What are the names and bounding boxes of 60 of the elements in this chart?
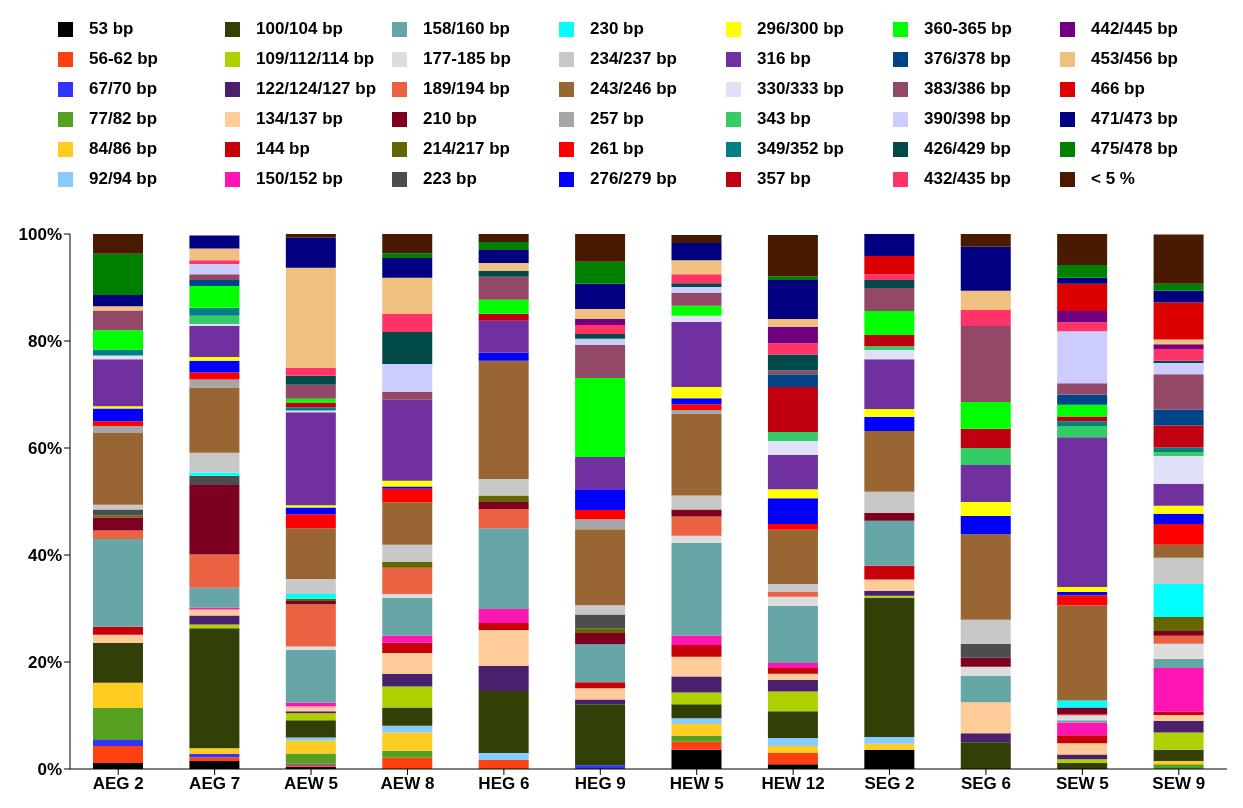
legend-label: 376/378 bp [924,49,1011,69]
y-tick-label: 20% [27,653,62,673]
legend-label: 109/112/114 bp [256,49,375,69]
legend-label: 330/333 bp [757,79,844,99]
legend-label: 442/445 bp [1091,19,1178,39]
legend-label: 84/86 bp [89,139,158,159]
legend-label: 67/70 bp [89,79,158,99]
legend-label: 210 bp [423,109,477,129]
legend-label: 383/386 bp [924,79,1011,99]
legend-label: 257 bp [590,109,644,129]
legend-label: 150/152 bp [256,169,343,189]
legend-label: 426/429 bp [924,139,1011,159]
y-tick-label: 80% [27,332,62,352]
x-tick-label: SEG 6 [960,774,1012,794]
x-tick-label: AEG 2 [92,774,144,794]
legend-label: 77/82 bp [89,109,158,129]
x-tick-label: AEW 8 [380,774,435,794]
legend-label: 243/246 bp [590,79,677,99]
legend-label: 230 bp [590,19,644,39]
legend-label: 349/352 bp [757,139,844,159]
legend-label: 144 bp [256,139,310,159]
legend-label: 56-62 bp [89,49,158,69]
legend-label: 296/300 bp [757,19,844,39]
legend-label: 234/237 bp [590,49,677,69]
y-tick-label: 40% [27,546,62,566]
y-tick-label: 0% [37,760,62,780]
legend-label: 316 bp [757,49,811,69]
x-tick-label: AEW 5 [284,774,338,794]
x-tick-label: SEG 2 [864,774,915,794]
y-tick-label: 60% [27,439,62,459]
legend-label: 390/398 bp [924,109,1011,129]
legend-label: 360-365 bp [924,19,1012,39]
legend-label: 100/104 bp [256,19,343,39]
legend-label: 214/217 bp [423,139,510,159]
legend-label: 357 bp [757,169,811,189]
y-tick-label: 100% [18,225,62,245]
legend-label: 92/94 bp [89,169,158,189]
legend-label: < 5 % [1091,169,1135,189]
legend-label: 261 bp [590,139,644,159]
legend-label: 177-185 bp [423,49,511,69]
legend-label: 475/478 bp [1091,139,1178,159]
x-tick-label: HEW 5 [669,774,724,794]
legend-label: 432/435 bp [924,169,1011,189]
x-tick-label: SEW 5 [1055,774,1109,794]
legend-label: 158/160 bp [423,19,510,39]
x-tick-label: HEG 9 [574,774,626,794]
legend-label: 134/137 bp [256,109,343,129]
legend-label: 453/456 bp [1091,49,1178,69]
x-tick-label: HEG 6 [478,774,530,794]
legend-label: 189/194 bp [423,79,510,99]
legend-label: 471/473 bp [1091,109,1178,129]
legend-label: 53 bp [89,19,134,39]
x-tick-label: SEW 9 [1152,774,1206,794]
x-tick-label: HEW 12 [761,774,825,794]
legend-label: 343 bp [757,109,811,129]
legend-label: 122/124/127 bp [256,79,377,99]
legend-label: 276/279 bp [590,169,677,189]
legend-label: 466 bp [1091,79,1145,99]
x-tick-label: AEG 7 [189,774,241,794]
legend-label: 223 bp [423,169,477,189]
